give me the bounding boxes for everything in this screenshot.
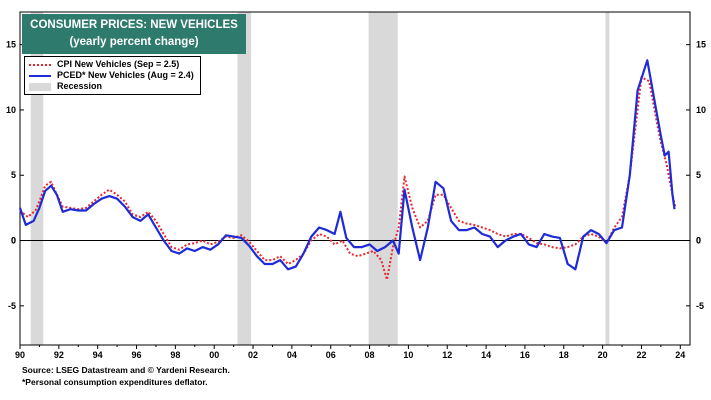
y-tick-label-left: 0: [11, 236, 16, 246]
x-tick-label: 08: [365, 350, 375, 360]
x-tick-label: 16: [520, 350, 530, 360]
chart-title: CONSUMER PRICES: NEW VEHICLES: [30, 19, 238, 31]
x-tick-label: 18: [559, 350, 569, 360]
x-tick-label: 20: [598, 350, 608, 360]
y-tick-label-right: 0: [696, 236, 701, 246]
x-tick-label: 12: [442, 350, 452, 360]
series-line-cpi: [19, 76, 677, 281]
x-tick-label: 04: [287, 350, 297, 360]
series-layer: [18, 59, 677, 281]
recession-band-3: [605, 12, 610, 345]
chart-subtitle: (yearly percent change): [69, 36, 199, 48]
y-tick-label-left: 5: [11, 170, 16, 180]
recession-band-1: [237, 12, 252, 345]
x-tick-label: 24: [675, 350, 685, 360]
legend-label-recession: Recession: [57, 81, 103, 91]
legend-item-cpi: CPI New Vehicles (Sep = 2.5): [29, 59, 194, 70]
legend-item-pced: PCED* New Vehicles (Aug = 2.4): [29, 70, 194, 81]
x-tick-label: 02: [248, 350, 258, 360]
plot-frame: [19, 11, 691, 346]
series-line-pced: [18, 59, 676, 271]
x-tick-label: 92: [54, 350, 64, 360]
legend-item-recession: Recession: [29, 81, 194, 92]
footer-note: *Personal consumption expenditures defla…: [22, 377, 208, 387]
y-tick-label-right: 15: [696, 40, 706, 50]
recession-layer: [30, 12, 610, 345]
x-tick-label: 90: [15, 350, 25, 360]
y-tick-label-right: 0: [696, 236, 701, 246]
y-tick-label-left: 15: [6, 40, 16, 50]
legend-label-cpi: CPI New Vehicles (Sep = 2.5): [57, 59, 180, 69]
y-tick-label-left: 0: [11, 236, 16, 246]
recession-band-0: [30, 12, 44, 345]
legend: CPI New Vehicles (Sep = 2.5) PCED* New V…: [24, 56, 201, 95]
legend-swatch-recession: [29, 82, 51, 91]
x-tick-label: 98: [170, 350, 180, 360]
x-tick-label: 00: [209, 350, 219, 360]
recession-band-2: [368, 12, 398, 345]
x-tick-label: 22: [636, 350, 646, 360]
footer-source: Source: LSEG Datastream and © Yardeni Re…: [22, 365, 230, 375]
legend-label-pced: PCED* New Vehicles (Aug = 2.4): [57, 70, 194, 80]
y-tick-label-right: -5: [696, 301, 704, 311]
x-tick-label: 96: [132, 350, 142, 360]
y-tick-label-left: 10: [6, 105, 16, 115]
x-tick-label: 14: [481, 350, 491, 360]
y-tick-label-right: 5: [696, 170, 701, 180]
x-tick-label: 06: [326, 350, 336, 360]
y-tick-label-right: 10: [696, 105, 706, 115]
chart-title-box: CONSUMER PRICES: NEW VEHICLES (yearly pe…: [22, 14, 246, 54]
y-tick-label-left: -5: [8, 301, 16, 311]
legend-swatch-pced: [29, 74, 51, 77]
x-tick-label: 94: [93, 350, 103, 360]
legend-swatch-cpi: [29, 63, 51, 66]
x-tick-label: 10: [403, 350, 413, 360]
